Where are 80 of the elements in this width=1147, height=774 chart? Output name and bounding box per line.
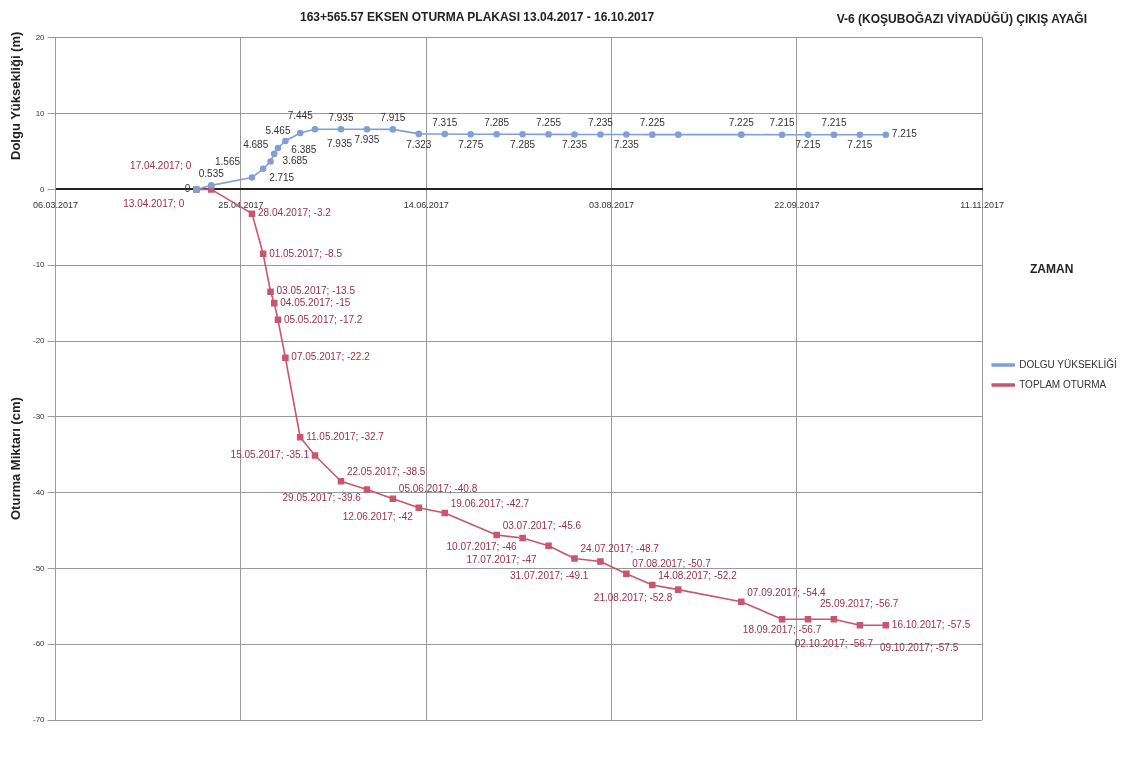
data-label: 7.285 xyxy=(510,138,536,150)
x-tick-label: 11.11.2017 xyxy=(960,200,1005,211)
data-label: 7.225 xyxy=(639,117,666,129)
data-label: 05.05.2017; -17.2 xyxy=(283,313,363,325)
data-label: 5.465 xyxy=(265,124,291,136)
y-tick-label: -60 xyxy=(33,639,46,649)
data-label: 7.225 xyxy=(728,117,755,129)
data-label: 19.06.2017; -42.7 xyxy=(450,497,530,509)
data-label: 7.215 xyxy=(847,139,873,151)
data-label: 7.235 xyxy=(613,139,640,151)
data-label: 7.215 xyxy=(891,128,918,140)
data-label: 10.07.2017; -46 xyxy=(446,540,518,552)
data-label: 12.06.2017; -42 xyxy=(342,510,414,522)
chart-subtitle: V-6 (KOŞUBOĞAZI VİYADÜĞÜ) ÇIKIŞ AYAĞI xyxy=(836,12,1087,26)
data-label: 0.535 xyxy=(198,168,225,180)
x-tick-label: 06.03.2017 xyxy=(33,200,79,211)
data-label: 17.04.2017; 0 xyxy=(130,160,192,172)
data-label: 16.10.2017; -57.5 xyxy=(891,619,971,630)
y-tick-label: -50 xyxy=(33,563,46,573)
data-label: 17.07.2017; -47 xyxy=(466,554,537,566)
data-label: 7.323 xyxy=(406,138,432,150)
chart-title: 163+565.57 EKSEN OTURMA PLAKASI 13.04.2017 - 16.10.2017 xyxy=(300,10,655,24)
data-label: 7.285 xyxy=(484,116,510,128)
data-label: 01.05.2017; -8.5 xyxy=(269,247,343,259)
x-tick-label: 22.09.2017 xyxy=(774,200,820,211)
data-label: 7.235 xyxy=(587,117,614,129)
y-tick-label: -40 xyxy=(33,487,46,497)
y-tick-label: 10 xyxy=(35,108,46,118)
data-label: 2.715 xyxy=(269,171,295,183)
y-tick-label: -70 xyxy=(33,715,46,725)
data-label: 09.10.2017; -57.5 xyxy=(879,642,959,653)
data-label: 18.09.2017; -56.7 xyxy=(742,623,822,635)
data-label: 3.685 xyxy=(282,155,308,167)
data-label: 02.10.2017; -56.7 xyxy=(794,637,874,649)
y-tick-label: -30 xyxy=(33,412,46,421)
data-label: 28.04.2017; -3.2 xyxy=(258,207,332,219)
data-label: 6.385 xyxy=(291,143,317,155)
data-label: 1.565 xyxy=(214,156,241,168)
x-axis-title: ZAMAN xyxy=(1030,262,1074,276)
y-tick-label: 0 xyxy=(40,184,46,194)
data-label: 7.235 xyxy=(561,139,588,151)
data-label: 21.08.2017; -52.8 xyxy=(593,592,673,604)
y-tick-label: 20 xyxy=(35,33,46,42)
data-label: 07.08.2017; -50.7 xyxy=(632,558,712,570)
y-axis-title: Oturma Miktarı (cm) xyxy=(8,397,23,520)
data-label: 05.06.2017; -40.8 xyxy=(398,483,478,495)
data-label: 4.685 xyxy=(243,138,269,150)
data-label: 7.255 xyxy=(536,117,562,129)
data-label: 15.05.2017; -35.1 xyxy=(230,449,310,461)
data-label: 24.07.2017; -48.7 xyxy=(580,543,660,555)
data-label: 03.07.2017; -45.6 xyxy=(502,519,582,531)
data-label: 7.935 xyxy=(354,134,380,145)
text: Dolgu Yüksekliği (m) xyxy=(8,31,23,160)
legend-label: DOLGU YÜKSEKLİĞİ xyxy=(1019,357,1117,370)
data-label: 29.05.2017; -39.6 xyxy=(282,492,362,504)
data-label: 0 xyxy=(184,183,191,195)
data-label: 13.04.2017; 0 xyxy=(123,198,185,210)
data-label: 31.07.2017; -49.1 xyxy=(510,570,589,582)
legend-label: TOPLAM OTURMA xyxy=(1019,378,1107,390)
y-tick-label: -10 xyxy=(33,260,46,270)
data-label: 07.09.2017; -54.4 xyxy=(747,586,827,598)
x-tick-label: 03.08.2017 xyxy=(589,200,635,211)
data-label: 7.915 xyxy=(380,112,406,124)
data-label: 11.05.2017; -32.7 xyxy=(306,431,385,443)
data-label: 7.215 xyxy=(769,117,795,129)
data-label: 7.215 xyxy=(795,139,821,151)
y-tick-label: -20 xyxy=(33,336,46,346)
data-label: 7.445 xyxy=(287,109,314,121)
data-label: 04.05.2017; -15 xyxy=(280,296,351,308)
data-label: 07.05.2017; -22.2 xyxy=(291,351,371,363)
data-label: 7.275 xyxy=(458,139,484,151)
data-label: 14.08.2017; -52.2 xyxy=(658,569,738,581)
data-label: 7.935 xyxy=(328,112,354,123)
data-label: 03.05.2017; -13.5 xyxy=(276,285,356,297)
data-label: 7.215 xyxy=(821,117,847,129)
data-label: 7.935 xyxy=(327,138,353,149)
x-tick-label: 14.06.2017 xyxy=(403,200,449,211)
data-label: 22.05.2017; -38.5 xyxy=(346,465,426,477)
data-label: 25.09.2017; -56.7 xyxy=(819,597,899,609)
data-label: 7.315 xyxy=(432,116,458,128)
